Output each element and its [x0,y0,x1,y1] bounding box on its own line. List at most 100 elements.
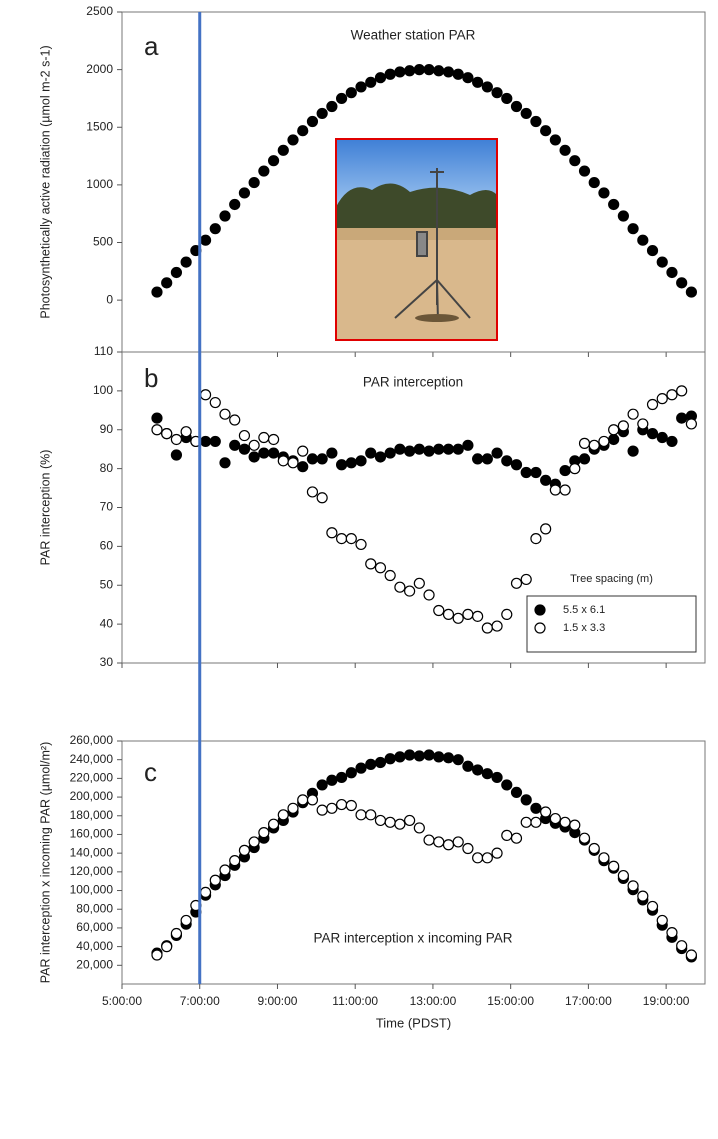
point [442,839,455,851]
y-axis-label: Photosynthetically active radiation (µmo… [38,45,52,318]
point [569,463,581,475]
point [355,538,367,551]
point [510,100,523,113]
point [433,604,445,617]
point [248,451,260,463]
point [219,408,231,420]
point [287,457,299,469]
point [170,433,183,446]
point [685,418,697,430]
x-tick-label: 11:00:00 [332,994,378,1008]
y-tick-label: 110 [94,344,113,358]
point [219,864,231,876]
point [666,926,678,939]
point [170,266,183,279]
point [501,92,513,105]
panel-label: c [144,757,157,787]
point [578,165,591,177]
point [540,523,552,535]
x-tick-label: 7:00:00 [180,994,220,1008]
point [481,81,493,93]
point [501,608,513,621]
point [656,256,668,268]
point [559,144,571,156]
photo-trees [336,183,497,236]
point [384,68,396,80]
point [637,418,649,430]
point [520,794,532,806]
point [355,762,367,774]
point [384,753,396,765]
point [462,439,474,451]
y-axis-label: PAR interception x incoming PAR (µmol/m²… [38,742,52,984]
point [472,852,484,864]
point [404,585,416,597]
point [355,809,367,821]
point [365,558,377,570]
point [433,751,445,763]
point [510,459,523,471]
photo-border [335,138,498,341]
point [297,125,309,137]
point [287,802,299,814]
point [685,286,697,298]
y-tick-label: 200,000 [70,789,114,803]
legend-label: 5.5 x 6.1 [563,604,605,616]
point [656,393,668,405]
point [258,826,270,839]
point [510,577,523,589]
point [297,461,309,473]
point [365,76,377,88]
point [578,437,591,449]
point [335,92,348,105]
point [442,66,455,78]
y-tick-label: 220,000 [70,771,114,785]
legend-box [526,595,697,653]
point [530,802,542,814]
point [423,64,435,76]
point [316,492,328,504]
point [277,144,289,156]
y-tick-label: 40,000 [76,939,113,953]
point [491,771,503,784]
point [617,420,629,432]
point [151,412,163,424]
point [374,72,387,84]
point [452,612,464,624]
point [569,155,581,167]
point [481,453,493,465]
panel-title: PAR interception x incoming PAR [313,931,512,946]
point [161,277,173,289]
y-tick-label: 140,000 [70,845,114,859]
point [520,466,532,479]
point [248,836,260,848]
point [151,424,163,436]
point [540,806,552,818]
y-axis-label: PAR interception (%) [38,450,52,566]
y-tick-label: 50 [100,577,114,591]
point [472,764,484,776]
point [520,573,532,586]
point [462,760,474,772]
point [510,832,523,844]
point [209,223,221,235]
y-tick-label: 120,000 [70,864,114,878]
point [277,809,289,821]
point [316,453,328,465]
point [501,829,513,841]
point [646,428,659,440]
point [326,100,338,113]
point [170,449,183,461]
point [559,464,571,477]
y-tick-label: 160,000 [70,827,114,841]
point [598,187,610,199]
point [598,435,610,448]
point [306,115,319,128]
point [530,816,542,828]
point [569,819,581,831]
point [335,798,348,811]
photo-station [394,168,471,323]
point [277,455,289,467]
legend-marker [534,604,546,616]
